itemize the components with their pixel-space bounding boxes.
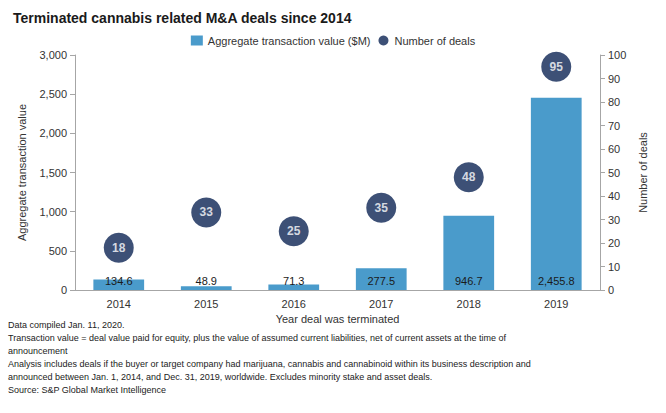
svg-text:2,455.8: 2,455.8 [538, 275, 575, 287]
svg-text:Aggregate transaction value ($: Aggregate transaction value ($M) [208, 35, 371, 47]
svg-text:50: 50 [608, 167, 620, 179]
svg-text:18: 18 [112, 241, 126, 255]
svg-text:2,500: 2,500 [39, 88, 67, 100]
svg-text:Source: S&P Global Market Inte: Source: S&P Global Market Intelligence [8, 385, 166, 395]
svg-text:Analysis includes deals if the: Analysis includes deals if the buyer or … [8, 359, 531, 369]
svg-text:10: 10 [608, 261, 620, 273]
svg-text:48: 48 [462, 170, 476, 184]
svg-text:2018: 2018 [457, 298, 481, 310]
svg-text:Aggregate transaction value: Aggregate transaction value [16, 104, 28, 241]
svg-text:Transaction value = deal value: Transaction value = deal value paid for … [8, 333, 507, 343]
svg-text:500: 500 [49, 245, 67, 257]
svg-text:Terminated cannabis related M&: Terminated cannabis related M&A deals si… [13, 10, 352, 26]
svg-text:3,000: 3,000 [39, 49, 67, 61]
svg-text:70: 70 [608, 120, 620, 132]
svg-text:71.3: 71.3 [283, 275, 304, 287]
svg-text:48.9: 48.9 [196, 275, 217, 287]
svg-text:277.5: 277.5 [367, 275, 395, 287]
svg-text:Number of deals: Number of deals [637, 132, 649, 213]
svg-text:2014: 2014 [107, 298, 131, 310]
svg-text:40: 40 [608, 190, 620, 202]
svg-text:33: 33 [200, 205, 214, 219]
svg-text:announcement: announcement [8, 346, 68, 356]
svg-text:30: 30 [608, 214, 620, 226]
svg-text:announced between Jan. 1, 2014: announced between Jan. 1, 2014, and Dec.… [8, 372, 432, 382]
svg-text:95: 95 [550, 60, 564, 74]
svg-text:2016: 2016 [282, 298, 306, 310]
svg-text:100: 100 [608, 49, 626, 61]
svg-text:35: 35 [375, 201, 389, 215]
svg-text:20: 20 [608, 237, 620, 249]
svg-text:Data compiled Jan. 11, 2020.: Data compiled Jan. 11, 2020. [8, 320, 124, 330]
svg-text:1,000: 1,000 [39, 206, 67, 218]
svg-text:25: 25 [287, 224, 301, 238]
svg-text:946.7: 946.7 [455, 275, 483, 287]
svg-text:2015: 2015 [194, 298, 218, 310]
svg-text:Number of deals: Number of deals [394, 35, 475, 47]
svg-text:60: 60 [608, 143, 620, 155]
svg-text:90: 90 [608, 73, 620, 85]
svg-text:0: 0 [61, 284, 67, 296]
svg-text:80: 80 [608, 96, 620, 108]
svg-text:2017: 2017 [369, 298, 393, 310]
svg-text:134.6: 134.6 [105, 275, 133, 287]
svg-text:2,000: 2,000 [39, 127, 67, 139]
svg-text:Year deal was terminated: Year deal was terminated [276, 313, 400, 325]
svg-text:0: 0 [608, 284, 614, 296]
svg-text:2019: 2019 [544, 298, 568, 310]
svg-text:1,500: 1,500 [39, 167, 67, 179]
